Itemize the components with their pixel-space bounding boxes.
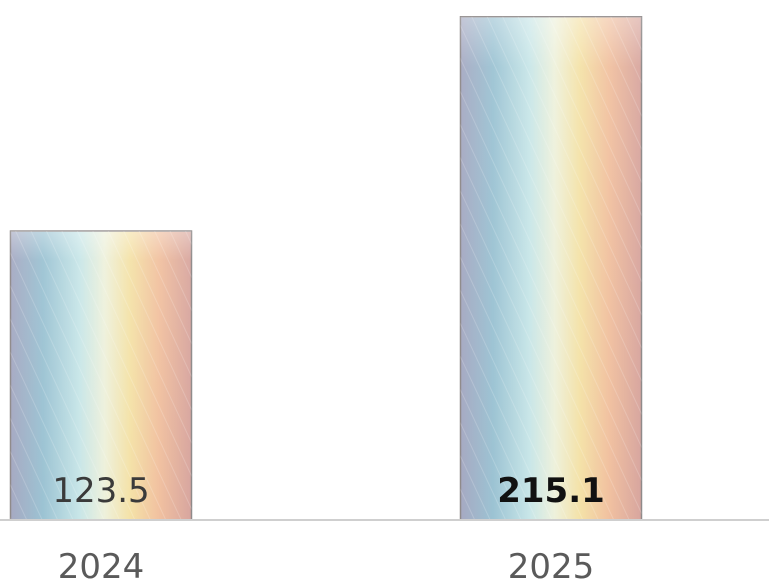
bar-sheen: [460, 16, 642, 521]
category-labels-group: 2024 2025: [58, 547, 595, 583]
bar-2024: [9, 230, 193, 521]
category-label-2025: 2025: [508, 547, 595, 583]
bar-sheen: [10, 231, 192, 520]
bar-2025: [459, 16, 643, 521]
category-label-2024: 2024: [58, 547, 145, 583]
value-labels-group: 123.5 215.1: [52, 471, 604, 511]
value-label-2024: 123.5: [52, 471, 149, 511]
value-label-2025: 215.1: [497, 471, 605, 511]
bars-group: [9, 16, 643, 521]
